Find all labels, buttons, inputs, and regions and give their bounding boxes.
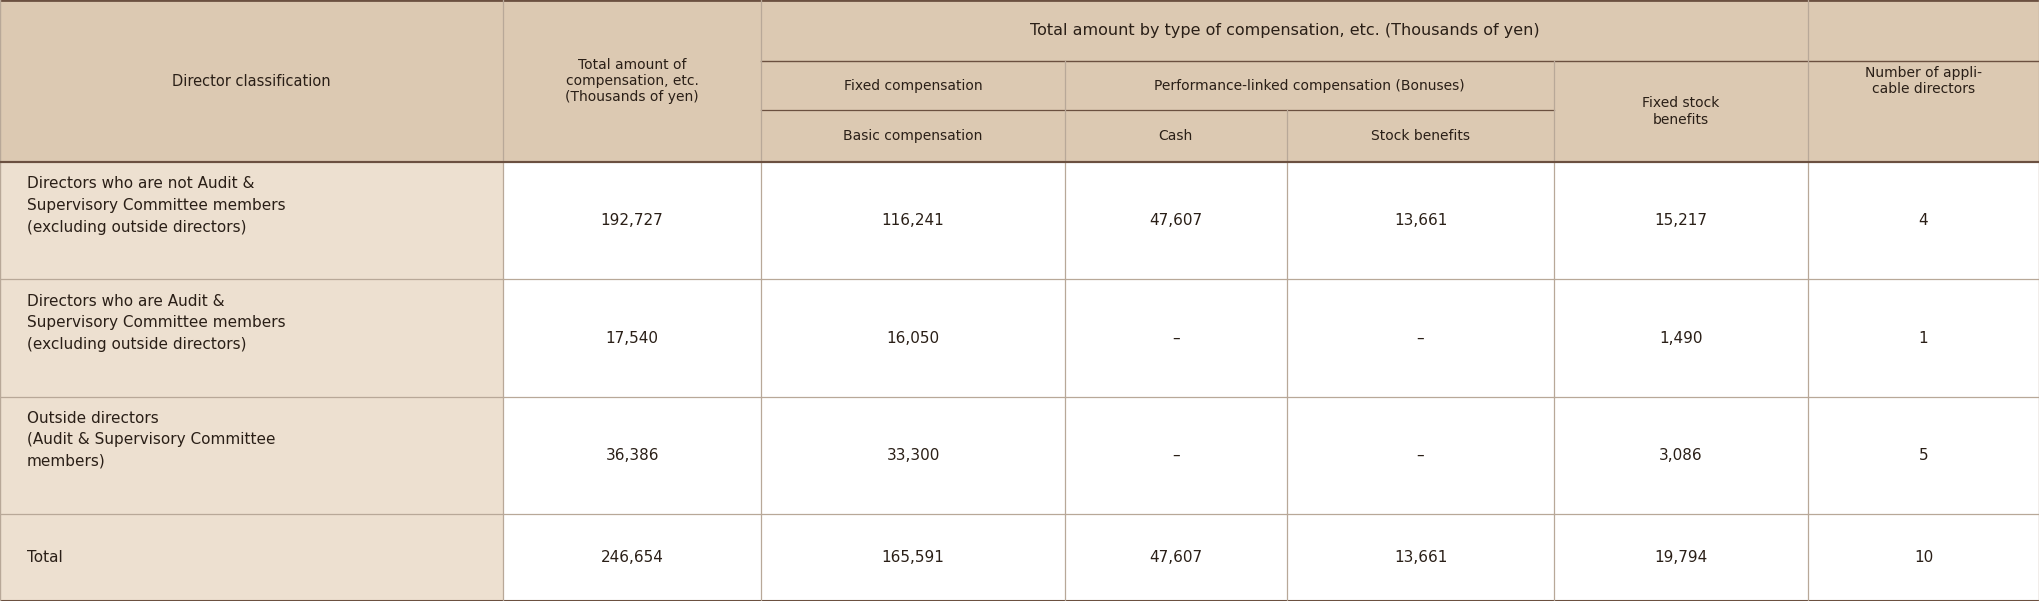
Bar — [504, 279, 2039, 397]
Bar — [504, 397, 2039, 514]
Text: 3,086: 3,086 — [1660, 448, 1703, 463]
Text: 47,607: 47,607 — [1150, 550, 1203, 565]
Text: –: – — [1172, 331, 1181, 346]
Text: 116,241: 116,241 — [881, 213, 944, 228]
Text: 33,300: 33,300 — [887, 448, 940, 463]
Text: Performance-linked compensation (Bonuses): Performance-linked compensation (Bonuses… — [1154, 79, 1464, 93]
Text: –: – — [1417, 331, 1425, 346]
Text: –: – — [1417, 448, 1425, 463]
Text: 16,050: 16,050 — [887, 331, 940, 346]
Text: Basic compensation: Basic compensation — [844, 129, 983, 143]
Text: 192,727: 192,727 — [602, 213, 663, 228]
Text: 36,386: 36,386 — [606, 448, 659, 463]
Text: Outside directors
(Audit & Supervisory Committee
members): Outside directors (Audit & Supervisory C… — [27, 410, 275, 469]
Text: Directors who are Audit &
Supervisory Committee members
(excluding outside direc: Directors who are Audit & Supervisory Co… — [27, 293, 285, 352]
Text: Total amount by type of compensation, etc. (Thousands of yen): Total amount by type of compensation, et… — [1030, 23, 1539, 38]
Text: 1,490: 1,490 — [1660, 331, 1703, 346]
Text: 47,607: 47,607 — [1150, 213, 1203, 228]
Text: Directors who are not Audit &
Supervisory Committee members
(excluding outside d: Directors who are not Audit & Supervisor… — [27, 176, 285, 234]
Text: Stock benefits: Stock benefits — [1370, 129, 1470, 143]
Text: 17,540: 17,540 — [606, 331, 659, 346]
Text: 5: 5 — [1919, 448, 1929, 463]
Text: Director classification: Director classification — [171, 74, 330, 88]
Text: 13,661: 13,661 — [1395, 213, 1448, 228]
Text: 15,217: 15,217 — [1654, 213, 1707, 228]
Text: 4: 4 — [1919, 213, 1929, 228]
Bar — [0, 279, 504, 397]
Text: Fixed compensation: Fixed compensation — [844, 79, 983, 93]
Bar — [0, 397, 504, 514]
Text: 246,654: 246,654 — [602, 550, 663, 565]
Bar — [0, 162, 504, 279]
Text: 10: 10 — [1915, 550, 1933, 565]
Text: 13,661: 13,661 — [1395, 550, 1448, 565]
Bar — [504, 514, 2039, 601]
Text: –: – — [1172, 448, 1181, 463]
Text: 1: 1 — [1919, 331, 1929, 346]
Bar — [504, 162, 2039, 279]
Text: Fixed stock
benefits: Fixed stock benefits — [1641, 97, 1719, 127]
Text: Number of appli-
cable directors: Number of appli- cable directors — [1866, 66, 1982, 96]
Bar — [0, 0, 2039, 162]
Text: 19,794: 19,794 — [1654, 550, 1709, 565]
Text: Cash: Cash — [1158, 129, 1193, 143]
Text: 165,591: 165,591 — [881, 550, 944, 565]
Text: Total: Total — [27, 550, 63, 565]
Text: Total amount of
compensation, etc.
(Thousands of yen): Total amount of compensation, etc. (Thou… — [565, 58, 699, 105]
Bar — [0, 514, 504, 601]
